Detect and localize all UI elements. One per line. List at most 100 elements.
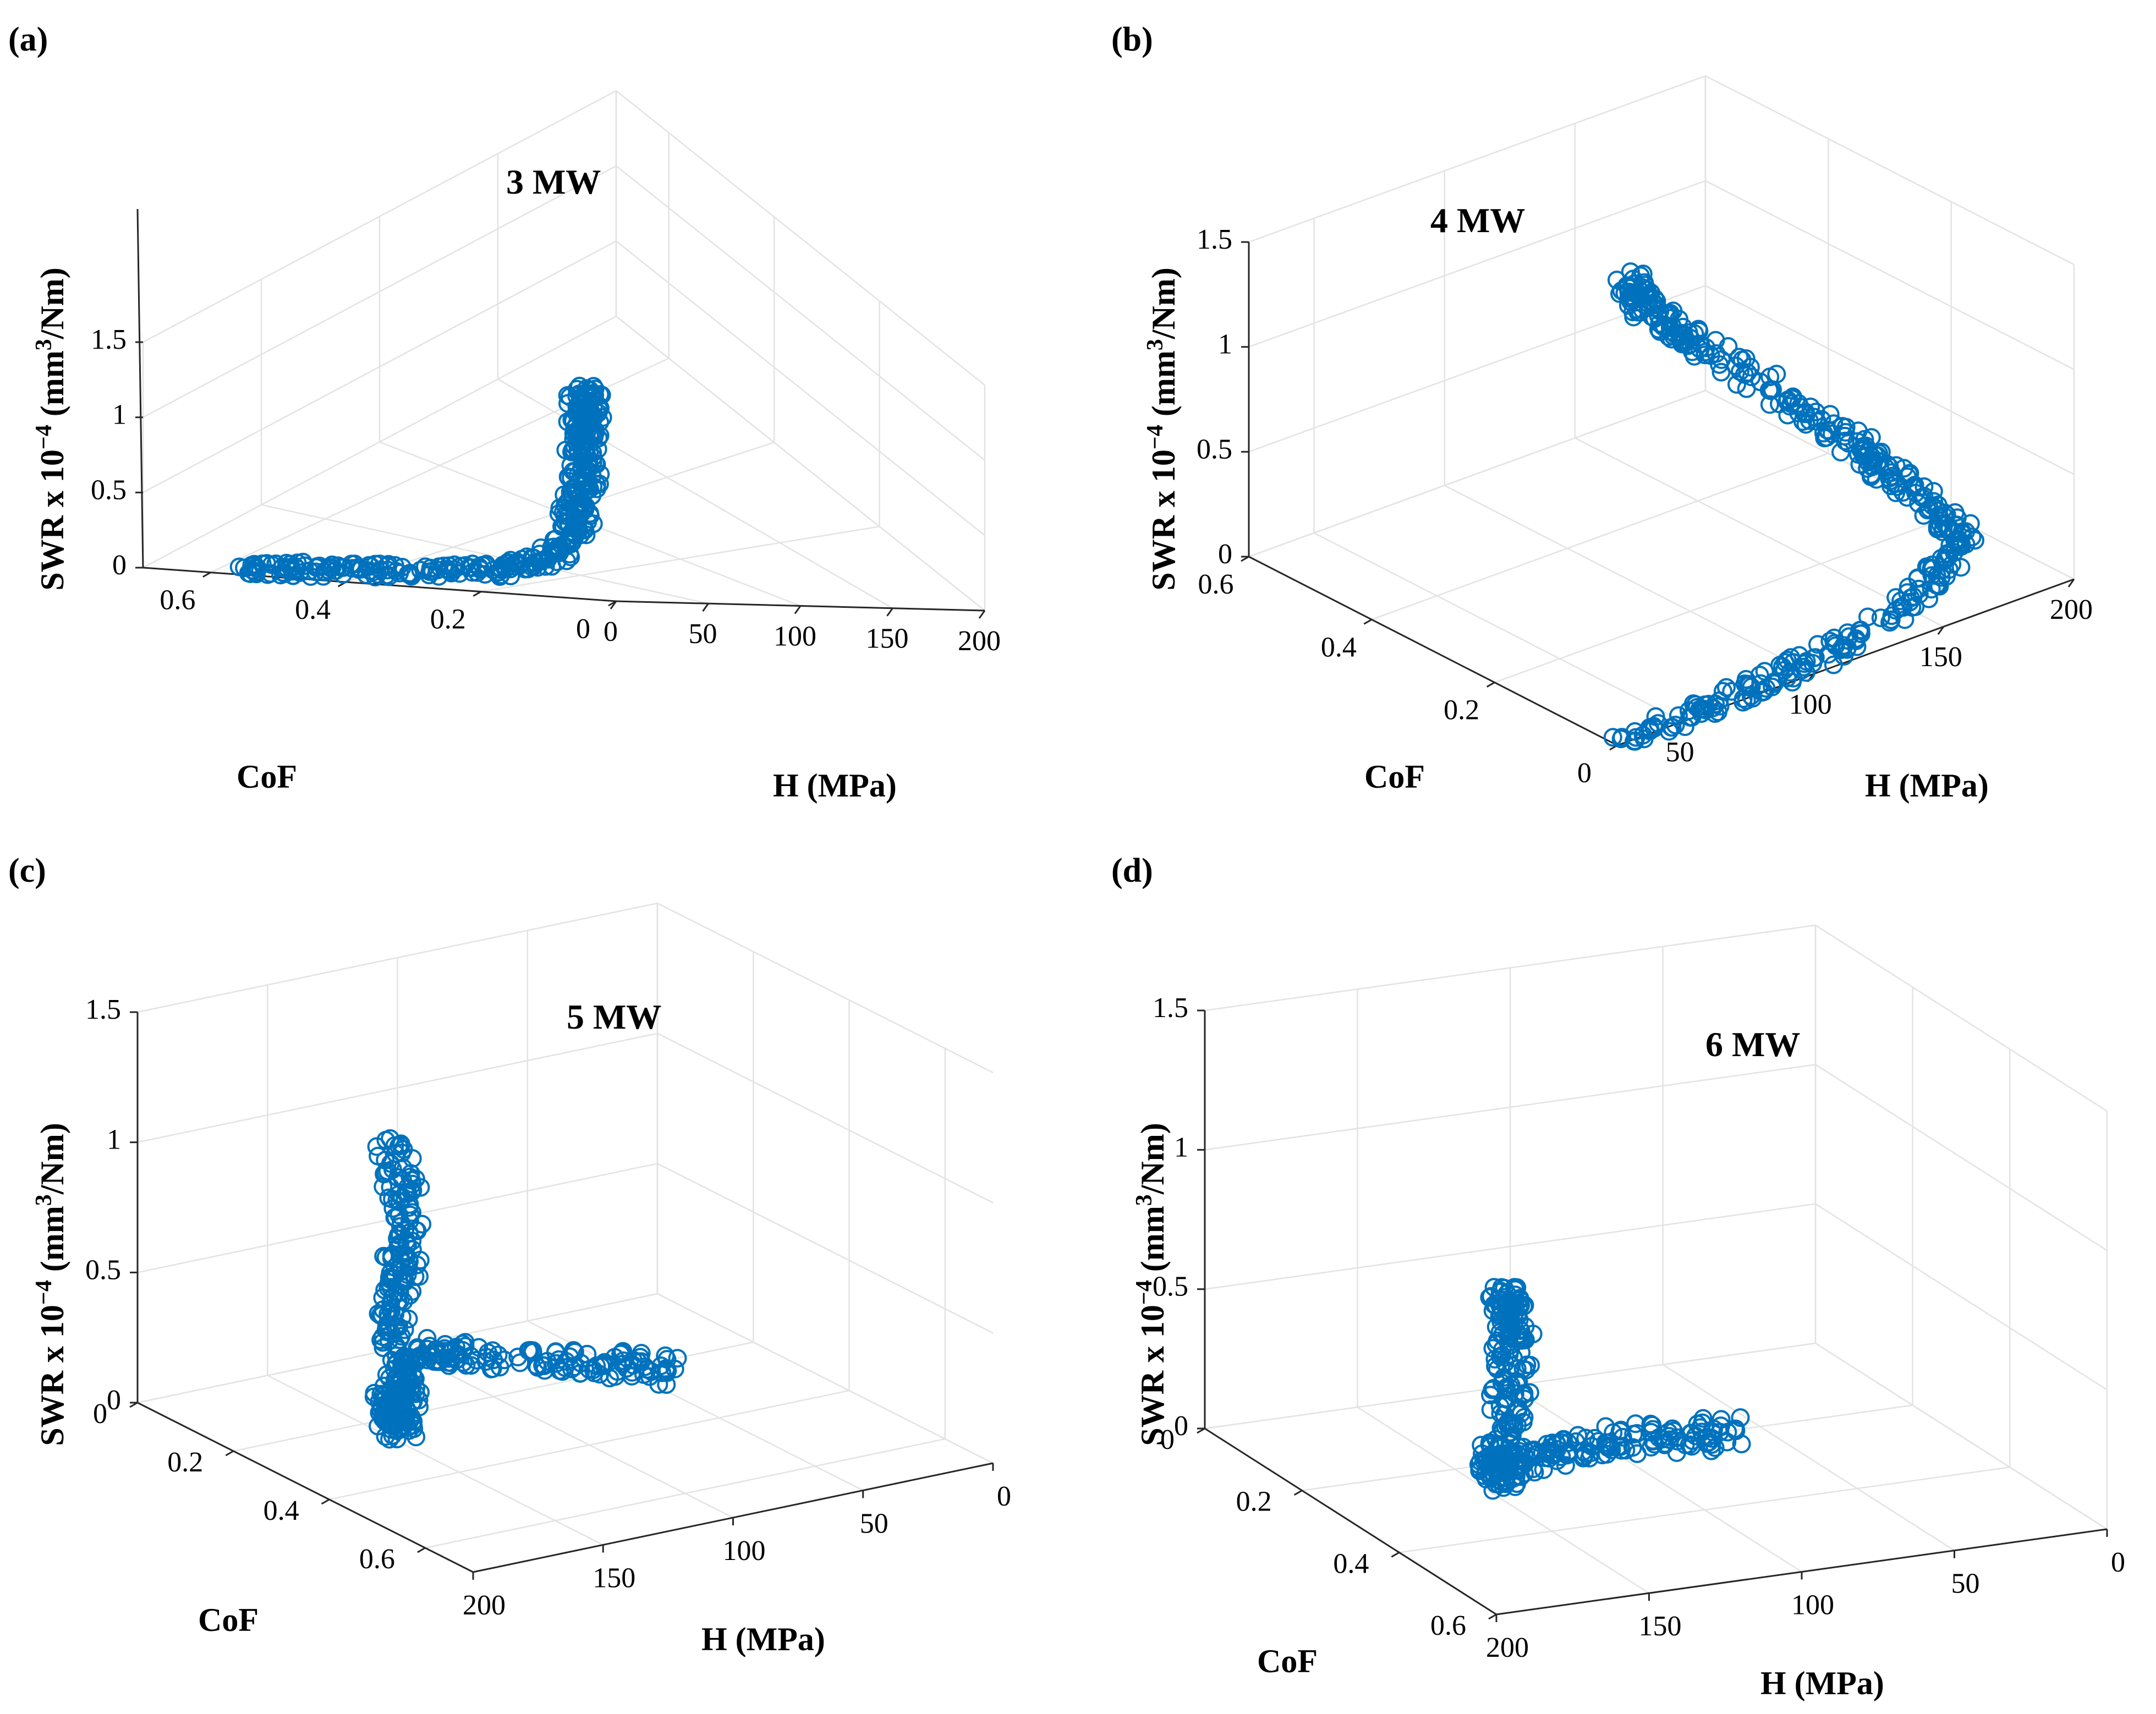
h-axis-title: H (MPa) [1865, 767, 1989, 804]
data-point [1760, 395, 1779, 414]
data-point [392, 1262, 411, 1281]
data-point [1506, 1466, 1526, 1486]
swr-title-exp: −4 [31, 425, 57, 449]
data-point [1505, 1384, 1524, 1403]
tick-mark [1937, 626, 1945, 635]
data-point [562, 1359, 581, 1378]
data-point [1727, 375, 1746, 394]
swr-tick-label: 0 [1174, 1410, 1188, 1442]
grid-line [1705, 180, 2075, 370]
data-point [1515, 1408, 1534, 1427]
chart-panel-a: 0 50 100 150 200 0 0.2 0.4 0.6 0 0.5 1 1.5 (a) 3 MW H (… [8, 21, 1001, 804]
data-point [1642, 307, 1661, 326]
data-point [387, 1399, 407, 1419]
data-point [453, 1334, 472, 1354]
h-tick-label: 100 [773, 620, 816, 652]
data-point [1603, 728, 1622, 747]
data-point [557, 551, 576, 570]
data-point [1602, 1440, 1621, 1459]
panel-label: (b) [1111, 21, 1153, 58]
h-tick-label: 100 [1789, 689, 1832, 721]
data-point [495, 1350, 514, 1370]
data-point [371, 1331, 391, 1350]
data-point [570, 384, 589, 404]
data-point [382, 1350, 401, 1370]
grid-line [1357, 1407, 1650, 1594]
data-point [518, 559, 537, 579]
swr-tick-label: 1 [107, 1124, 121, 1156]
swr-tick-label: 1 [112, 399, 127, 431]
h-tick-label: 150 [593, 1562, 635, 1594]
swr-title-exp: −4 [1143, 425, 1168, 449]
cof-axis-title: CoF [1257, 1643, 1318, 1679]
data-point [657, 1363, 676, 1382]
data-point [391, 1134, 410, 1153]
tick-mark [886, 607, 893, 617]
data-point [1663, 1419, 1682, 1438]
data-point [445, 560, 464, 579]
data-point [1871, 608, 1890, 628]
data-point [371, 561, 390, 579]
data-point [1533, 1443, 1552, 1463]
swr-tick-label: 0.5 [91, 474, 127, 506]
data-point [425, 1352, 443, 1371]
data-point [420, 565, 439, 585]
data-point [573, 453, 592, 473]
data-point [391, 1234, 410, 1253]
data-point [1932, 548, 1951, 568]
data-point [1815, 428, 1834, 448]
data-point [1730, 348, 1749, 367]
data-point [1928, 495, 1947, 514]
data-point [388, 1168, 408, 1187]
swr-title-units-exp: 3 [31, 339, 57, 350]
power-annotation: 3 MW [506, 162, 601, 201]
data-point [587, 479, 606, 498]
data-point [1742, 367, 1761, 387]
data-point [1922, 580, 1941, 599]
data-point [390, 1193, 409, 1212]
tick-labels: 0 50 100 150 200 0 0.2 0.4 0.6 0 0.5 1 1.5 [85, 994, 1011, 1621]
data-point [550, 1361, 569, 1380]
data-point [1655, 1434, 1675, 1453]
grid-line [267, 1375, 604, 1546]
data-point [571, 525, 590, 545]
data-point [399, 1369, 418, 1388]
cof-tick-label: 0.4 [295, 594, 331, 625]
grid-line [1705, 285, 2075, 475]
data-point [1521, 1356, 1540, 1375]
data-point [1639, 285, 1659, 305]
scatter-points [1603, 262, 1984, 751]
data-point [526, 1356, 546, 1375]
data-point [1548, 1451, 1567, 1470]
data-point [590, 413, 610, 432]
grid-line [1248, 389, 1706, 558]
data-point [410, 1397, 429, 1416]
h-tick-label: 50 [860, 1508, 888, 1539]
data-point [1613, 1427, 1632, 1447]
swr-title-main: SWR x 10 [34, 1305, 70, 1446]
data-point [558, 467, 578, 486]
data-point [1929, 506, 1947, 525]
tick-mark [417, 1547, 426, 1553]
data-point [1611, 1437, 1630, 1456]
scatter-points [364, 1129, 687, 1449]
data-point [567, 397, 586, 416]
data-point [546, 1342, 566, 1361]
grid-line [1494, 515, 1952, 683]
swr-title-units-exp: 3 [1132, 1194, 1157, 1206]
data-point [1902, 598, 1922, 617]
grid-line [616, 165, 985, 461]
data-point [367, 1137, 386, 1156]
swr-tick-label: 1.5 [91, 324, 127, 355]
swr-title-units: (mm [1134, 1206, 1171, 1280]
data-point [1781, 394, 1801, 413]
data-point [1922, 566, 1941, 585]
data-point [1494, 1368, 1513, 1387]
grid-line [1815, 1342, 2108, 1530]
data-point [376, 1151, 395, 1170]
data-point [1507, 1456, 1526, 1475]
h-tick-label: 50 [1666, 737, 1694, 768]
tick-mark [1486, 682, 1495, 688]
